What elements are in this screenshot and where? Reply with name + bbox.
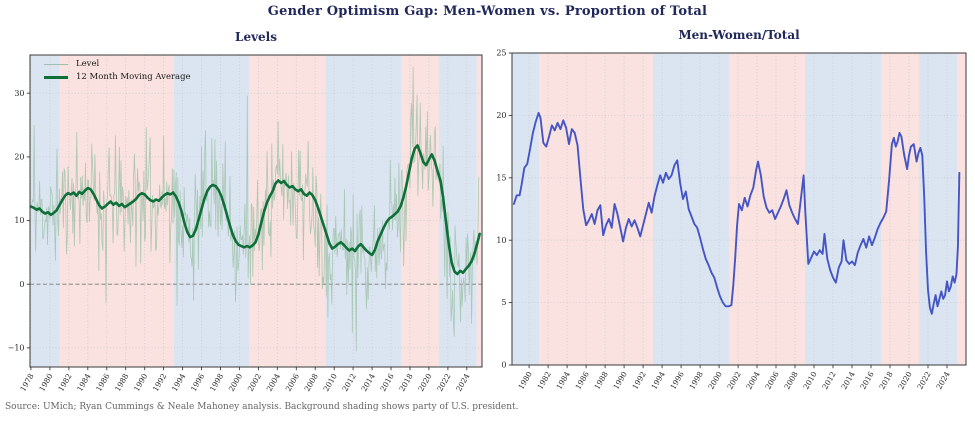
axes-spine	[29, 54, 483, 368]
x-tick-label: 1980	[516, 370, 533, 391]
x-tick-label: 1980	[37, 372, 54, 393]
x-tick-label: 1992	[151, 372, 168, 393]
x-tick-label: 2010	[322, 372, 339, 393]
x-tick-label: 1986	[94, 372, 111, 393]
x-tick-label: 1998	[208, 372, 225, 393]
y-tick-label: 5	[501, 298, 506, 307]
x-tick-label: 1984	[554, 370, 571, 391]
x-tick-label: 1992	[630, 370, 647, 391]
left-panel-title: Levels	[235, 30, 277, 44]
x-tick-label: 1994	[649, 370, 666, 391]
president-band-D	[325, 55, 401, 367]
y-tick-label: 15	[496, 173, 506, 182]
right-panel-title: Men-Women/Total	[678, 28, 800, 42]
level-line-swatch	[44, 64, 68, 65]
x-tick-label: 1982	[535, 370, 552, 391]
moving-average-series-line	[29, 144, 481, 276]
x-tick-label: 2018	[877, 370, 894, 391]
x-tick-label: 2016	[858, 370, 875, 391]
y-tick-label: 30	[14, 89, 24, 98]
x-tick-label: 2008	[303, 372, 320, 393]
ratio-series-line	[512, 111, 961, 315]
x-tick-label: 2006	[284, 372, 301, 393]
legend-item-level: Level	[44, 58, 191, 71]
x-tick-label: 2000	[227, 372, 244, 393]
president-band-R	[476, 55, 482, 367]
x-tick-label: 2014	[839, 370, 856, 391]
source-note: Source: UMich; Ryan Cummings & Neale Mah…	[5, 402, 519, 412]
moving-average-line-swatch	[44, 76, 68, 79]
x-tick-label: 2006	[763, 370, 780, 391]
x-tick-label: 2010	[801, 370, 818, 391]
x-tick-label: 2012	[340, 372, 357, 393]
x-tick-label: 1996	[189, 372, 206, 393]
x-tick-label: 2004	[744, 370, 761, 391]
x-tick-label: 2016	[378, 372, 395, 393]
y-tick-label: 10	[14, 216, 24, 225]
legend: Level 12 Month Moving Average	[44, 58, 191, 84]
x-tick-label: 1998	[687, 370, 704, 391]
x-tick-label: 2020	[416, 372, 433, 393]
legend-item-moving-average: 12 Month Moving Average	[44, 71, 191, 84]
x-tick-label: 2018	[397, 372, 414, 393]
x-tick-label: 1990	[132, 372, 149, 393]
x-tick-label: 1988	[113, 372, 130, 393]
y-tick-label: 20	[496, 111, 506, 120]
x-tick-label: 1982	[56, 372, 73, 393]
x-tick-label: 2000	[706, 370, 723, 391]
y-tick-label: 0	[501, 361, 506, 370]
x-tick-label: 1984	[75, 372, 92, 393]
x-tick-label: 1978	[18, 372, 35, 393]
x-tick-label: 1988	[592, 370, 609, 391]
x-tick-label: 2008	[782, 370, 799, 391]
president-band-D	[653, 53, 729, 365]
page-title: Gender Optimism Gap: Men-Women vs. Propo…	[267, 4, 708, 19]
legend-label-level: Level	[76, 59, 100, 69]
x-tick-label: 2002	[725, 370, 742, 391]
y-tick-label: 25	[496, 49, 506, 58]
legend-label-moving-average: 12 Month Moving Average	[76, 72, 191, 82]
president-band-D	[512, 53, 540, 365]
president-band-D	[805, 53, 881, 365]
y-tick-label: 10	[496, 236, 506, 245]
x-tick-label: 1994	[170, 372, 187, 393]
x-tick-label: 2022	[435, 372, 452, 393]
x-tick-label: 2024	[934, 370, 951, 391]
x-tick-label: 2024	[454, 372, 471, 393]
y-tick-label: 0	[19, 280, 24, 289]
y-tick-label: 20	[14, 153, 24, 162]
level-series-line	[30, 66, 480, 352]
president-band-R	[957, 53, 966, 365]
x-tick-label: 2012	[820, 370, 837, 391]
x-tick-label: 2002	[246, 372, 263, 393]
x-tick-label: 2014	[359, 372, 376, 393]
x-tick-label: 2020	[896, 370, 913, 391]
x-tick-label: 2004	[265, 372, 282, 393]
x-tick-label: 2022	[915, 370, 932, 391]
axes-spine	[511, 52, 967, 366]
president-band-R	[539, 53, 654, 365]
y-tick-label: −10	[8, 344, 25, 353]
president-band-R	[249, 55, 326, 367]
x-tick-label: 1990	[611, 370, 628, 391]
x-tick-label: 1996	[668, 370, 685, 391]
x-tick-label: 1986	[573, 370, 590, 391]
